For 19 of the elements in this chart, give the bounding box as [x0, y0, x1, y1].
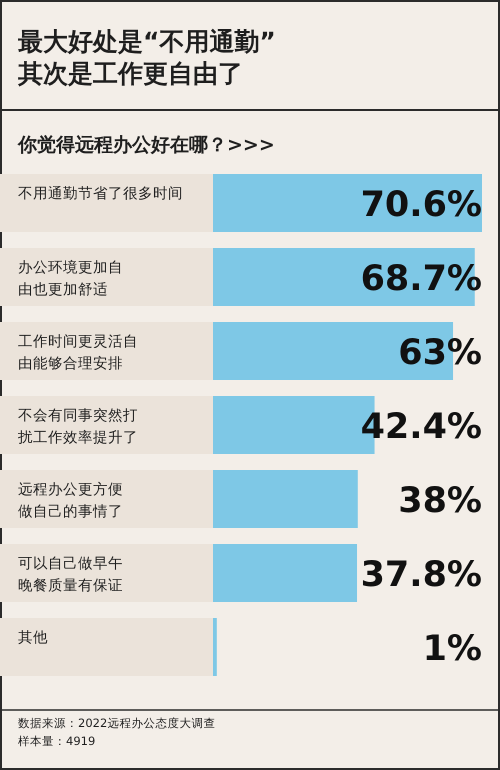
bar: [213, 618, 217, 676]
data-label: 38%: [398, 481, 482, 521]
chart-subtitle: 你觉得远程办公好在哪？>>>: [17, 134, 275, 156]
data-label: 42.4%: [360, 407, 482, 447]
text: 样本量：4919: [18, 734, 96, 748]
data-label: 68.7%: [360, 259, 482, 299]
y-tick-label: 远程办公更方便做自己的事情了: [18, 481, 123, 520]
y-tick-label: 其他: [18, 629, 48, 646]
y-tick-label: 工作时间更灵活自由能够合理安排: [18, 333, 138, 372]
data-label: 70.6%: [360, 185, 482, 225]
y-tick-label: 不用通勤节省了很多时间: [18, 185, 183, 202]
y-tick-label: 不会有同事突然打扰工作效率提升了: [17, 407, 138, 446]
y-tick-label: 办公环境更加自由也更加舒适: [18, 259, 123, 298]
source-note: 数据来源：2022远程办公态度大调查: [18, 716, 216, 730]
chart-title: 最大好处是“不用通勤” 其次是工作更自由了: [17, 27, 276, 88]
y-tick-label: 可以自己做早午晚餐质量有保证: [18, 555, 123, 594]
data-label: 37.8%: [360, 555, 482, 595]
data-label: 63%: [398, 333, 482, 373]
data-label: 1%: [422, 629, 482, 669]
